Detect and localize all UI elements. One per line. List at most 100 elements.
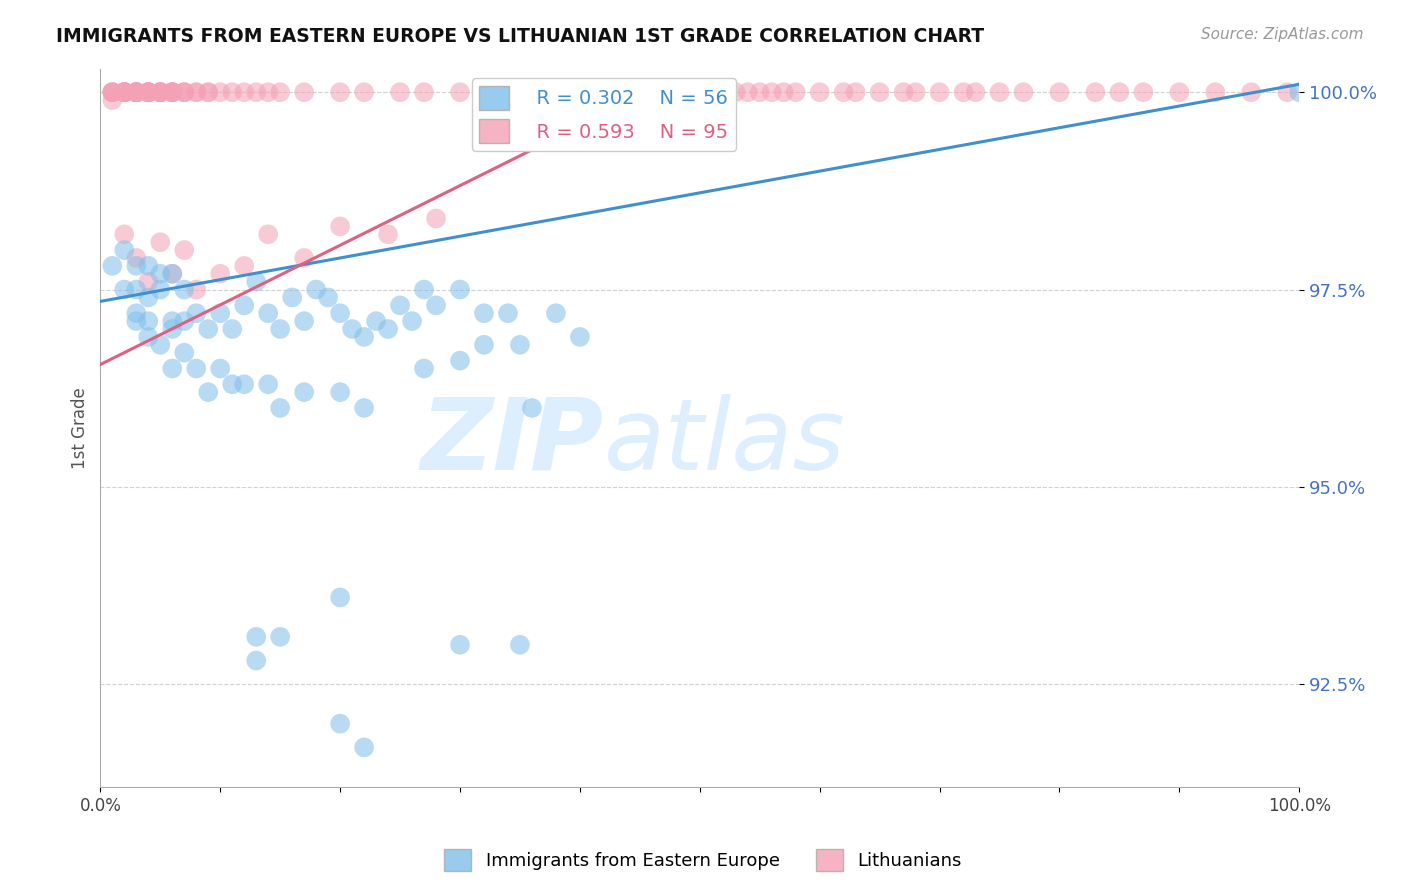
Point: [257, 227, 280, 242]
Point: [689, 85, 711, 99]
Point: [136, 85, 159, 99]
Point: [269, 322, 291, 336]
Point: [112, 85, 135, 99]
Point: [136, 85, 159, 99]
Point: [965, 85, 987, 99]
Point: [233, 377, 256, 392]
Point: [112, 85, 135, 99]
Point: [329, 219, 352, 234]
Point: [1240, 85, 1263, 99]
Point: [162, 267, 184, 281]
Point: [1288, 85, 1310, 99]
Point: [101, 93, 124, 107]
Point: [101, 85, 124, 99]
Point: [149, 85, 172, 99]
Point: [125, 85, 148, 99]
Point: [173, 85, 195, 99]
Point: [353, 401, 375, 415]
Point: [136, 85, 159, 99]
Point: [281, 290, 304, 304]
Point: [136, 275, 159, 289]
Point: [112, 243, 135, 257]
Point: [292, 385, 315, 400]
Point: [269, 401, 291, 415]
Point: [316, 290, 339, 304]
Point: [136, 85, 159, 99]
Point: [112, 85, 135, 99]
Point: [700, 85, 723, 99]
Point: [1132, 85, 1154, 99]
Point: [353, 740, 375, 755]
Point: [209, 85, 232, 99]
Point: [101, 85, 124, 99]
Point: [329, 716, 352, 731]
Point: [125, 85, 148, 99]
Point: [952, 85, 974, 99]
Point: [605, 85, 627, 99]
Point: [413, 85, 436, 99]
Point: [197, 85, 219, 99]
Point: [928, 85, 950, 99]
Point: [1049, 85, 1071, 99]
Point: [101, 85, 124, 99]
Point: [772, 85, 794, 99]
Point: [173, 85, 195, 99]
Point: [329, 591, 352, 605]
Point: [329, 385, 352, 400]
Point: [112, 227, 135, 242]
Point: [485, 85, 508, 99]
Point: [245, 654, 267, 668]
Point: [413, 361, 436, 376]
Point: [149, 85, 172, 99]
Point: [233, 259, 256, 273]
Point: [173, 85, 195, 99]
Point: [305, 283, 328, 297]
Point: [377, 227, 399, 242]
Point: [904, 85, 927, 99]
Point: [257, 377, 280, 392]
Point: [832, 85, 855, 99]
Point: [389, 298, 412, 312]
Point: [1204, 85, 1226, 99]
Point: [233, 85, 256, 99]
Point: [845, 85, 868, 99]
Point: [413, 283, 436, 297]
Point: [245, 630, 267, 644]
Point: [1108, 85, 1130, 99]
Point: [676, 85, 699, 99]
Point: [101, 85, 124, 99]
Point: [112, 85, 135, 99]
Point: [988, 85, 1011, 99]
Point: [149, 267, 172, 281]
Point: [449, 85, 471, 99]
Point: [136, 259, 159, 273]
Point: [186, 306, 208, 320]
Point: [186, 283, 208, 297]
Point: [209, 267, 232, 281]
Point: [112, 283, 135, 297]
Point: [162, 85, 184, 99]
Point: [761, 85, 783, 99]
Point: [162, 361, 184, 376]
Point: [329, 85, 352, 99]
Point: [112, 85, 135, 99]
Point: [329, 306, 352, 320]
Point: [197, 385, 219, 400]
Point: [162, 85, 184, 99]
Point: [125, 314, 148, 328]
Point: [340, 322, 363, 336]
Point: [893, 85, 915, 99]
Point: [209, 306, 232, 320]
Point: [269, 630, 291, 644]
Point: [162, 314, 184, 328]
Point: [186, 361, 208, 376]
Point: [125, 251, 148, 265]
Point: [1277, 85, 1299, 99]
Point: [568, 330, 591, 344]
Legend:   R = 0.302    N = 56,   R = 0.593    N = 95: R = 0.302 N = 56, R = 0.593 N = 95: [471, 78, 737, 151]
Point: [292, 85, 315, 99]
Point: [136, 85, 159, 99]
Point: [401, 314, 423, 328]
Point: [665, 85, 688, 99]
Point: [162, 322, 184, 336]
